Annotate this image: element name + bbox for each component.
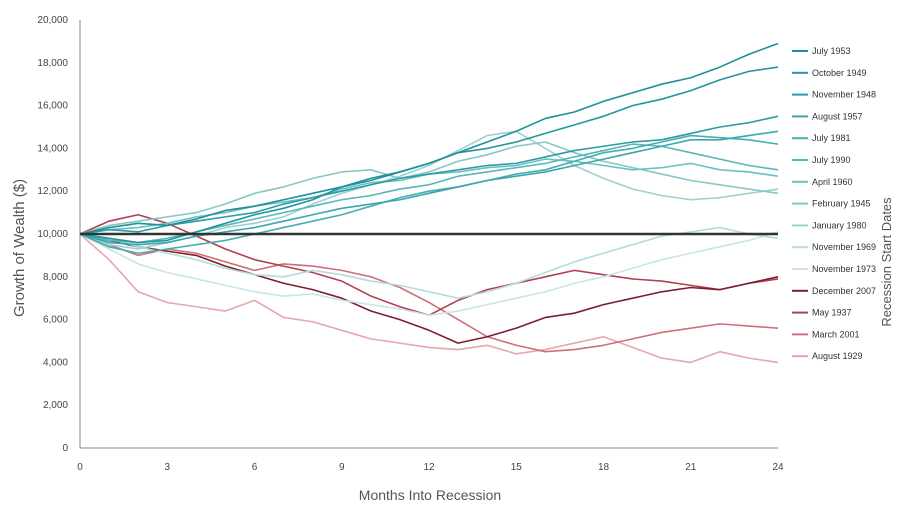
x-tick-label: 12 xyxy=(423,462,435,473)
series-line xyxy=(80,215,778,316)
y-tick-label: 10,000 xyxy=(37,229,68,240)
legend-label: April 1960 xyxy=(812,177,853,187)
x-tick-label: 21 xyxy=(685,462,697,473)
legend-label: November 1948 xyxy=(812,90,876,100)
y-tick-label: 20,000 xyxy=(37,15,68,26)
legend-label: May 1937 xyxy=(812,308,852,318)
y-tick-label: 2,000 xyxy=(43,400,68,411)
y-axis-ticks: 0 2,000 4,000 6,000 8,000 10,000 12,000 14,000 1… xyxy=(37,15,68,454)
legend-label: July 1981 xyxy=(812,133,851,143)
x-tick-label: 15 xyxy=(511,462,523,473)
y-tick-label: 4,000 xyxy=(43,357,68,368)
x-tick-label: 0 xyxy=(77,462,83,473)
legend-label: August 1929 xyxy=(812,351,863,361)
x-axis-ticks: 0 3 6 9 12 15 18 21 24 xyxy=(77,462,784,473)
legend-label: July 1953 xyxy=(812,46,851,56)
series-line xyxy=(80,67,778,242)
series-line xyxy=(80,116,778,234)
series-line xyxy=(80,234,778,343)
y-tick-label: 16,000 xyxy=(37,101,68,112)
series-line xyxy=(80,234,778,352)
y-tick-label: 8,000 xyxy=(43,272,68,283)
legend-label: August 1957 xyxy=(812,111,863,121)
legend-label: November 1969 xyxy=(812,242,876,252)
legend-label: December 2007 xyxy=(812,286,876,296)
y-axis-title: Growth of Wealth ($) xyxy=(11,179,28,317)
legend-label: February 1945 xyxy=(812,199,871,209)
legend-label: January 1980 xyxy=(812,220,867,230)
x-tick-label: 18 xyxy=(598,462,610,473)
legend-title: Recession Start Dates xyxy=(879,197,894,327)
legend-label: October 1949 xyxy=(812,68,867,78)
y-tick-label: 0 xyxy=(62,443,68,454)
x-tick-label: 6 xyxy=(252,462,258,473)
x-axis-title: Months Into Recession xyxy=(359,487,501,503)
y-tick-label: 6,000 xyxy=(43,315,68,326)
y-tick-label: 14,000 xyxy=(37,143,68,154)
y-tick-label: 18,000 xyxy=(37,58,68,69)
legend: July 1953 October 1949 November 1948 August… xyxy=(792,46,876,361)
series-lines xyxy=(80,44,778,363)
legend-label: November 1973 xyxy=(812,264,876,274)
legend-label: March 2001 xyxy=(812,329,860,339)
x-tick-label: 24 xyxy=(772,462,784,473)
y-tick-label: 12,000 xyxy=(37,186,68,197)
x-tick-label: 9 xyxy=(339,462,345,473)
legend-label: July 1990 xyxy=(812,155,851,165)
x-tick-label: 3 xyxy=(164,462,170,473)
